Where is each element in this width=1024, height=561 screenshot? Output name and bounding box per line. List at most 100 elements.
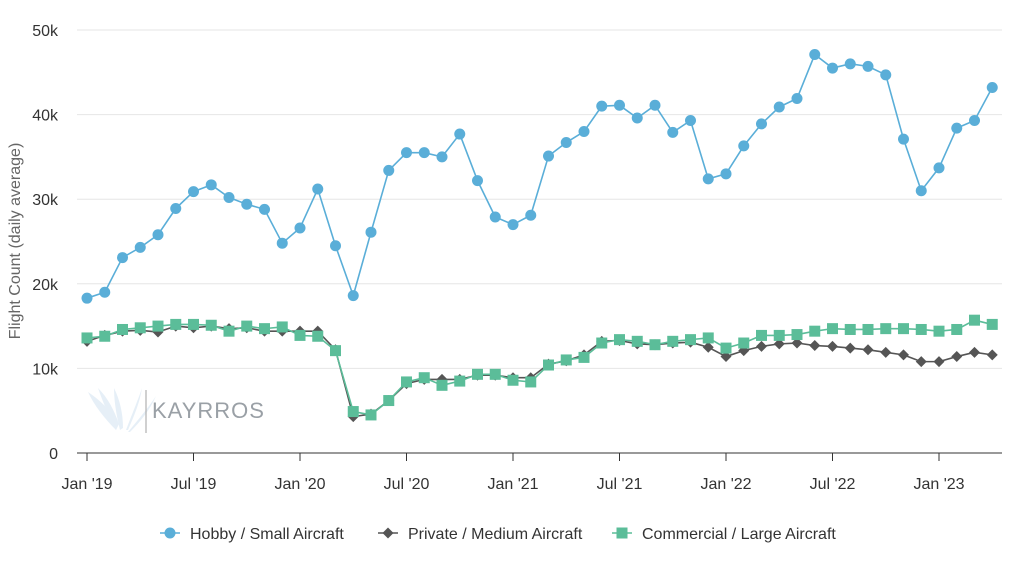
x-tick-label: Jul '22: [810, 476, 856, 493]
legend-label: Commercial / Large Aircraft: [642, 526, 836, 543]
legend: Hobby / Small Aircraft Private / Medium A…: [160, 526, 836, 543]
data-point: [205, 179, 217, 191]
data-point: [827, 340, 838, 352]
data-point: [188, 318, 199, 330]
data-point: [756, 329, 767, 341]
data-point: [241, 198, 253, 210]
data-point: [898, 349, 909, 361]
y-tick-label: 20k: [32, 277, 59, 294]
y-tick-label: 0: [49, 446, 58, 463]
data-point: [667, 335, 679, 347]
y-tick-label: 40k: [32, 108, 59, 125]
data-point: [347, 406, 359, 418]
kayrros-watermark: KAYRROS: [88, 388, 264, 433]
y-tick-label: 10k: [32, 361, 59, 378]
data-point: [773, 101, 785, 113]
data-point: [702, 332, 714, 344]
data-point: [152, 320, 164, 332]
data-point: [738, 140, 750, 152]
data-point: [134, 322, 146, 334]
legend-item[interactable]: Commercial / Large Aircraft: [612, 526, 836, 543]
data-point: [507, 219, 519, 231]
grid-lines: [77, 29, 1002, 369]
data-point: [720, 168, 732, 180]
legend-marker: [616, 527, 628, 539]
data-point: [294, 329, 306, 341]
data-point: [667, 126, 679, 138]
data-point: [862, 60, 874, 72]
data-point: [827, 62, 838, 74]
data-point: [951, 351, 963, 363]
data-point: [418, 372, 430, 384]
data-point: [933, 356, 945, 368]
data-point: [915, 323, 927, 335]
series-square: [81, 314, 998, 421]
legend-item[interactable]: Hobby / Small Aircraft: [160, 526, 344, 543]
legend-item[interactable]: Private / Medium Aircraft: [378, 526, 583, 543]
data-point: [117, 323, 128, 335]
data-point: [134, 241, 146, 253]
data-point: [454, 128, 466, 140]
data-point: [614, 99, 625, 111]
x-tick-label: Jan '21: [487, 476, 538, 493]
data-point: [773, 329, 785, 341]
data-point: [507, 374, 519, 386]
data-point: [170, 318, 182, 330]
data-point: [720, 351, 732, 363]
data-point: [383, 164, 395, 176]
data-point: [844, 323, 856, 335]
data-point: [578, 126, 590, 138]
data-point: [862, 344, 874, 356]
data-point: [951, 122, 963, 134]
data-point: [791, 337, 803, 349]
y-axis-title: Flight Count (daily average): [7, 143, 24, 340]
data-point: [152, 229, 164, 241]
data-point: [756, 118, 767, 130]
data-point: [844, 58, 856, 70]
data-point: [365, 409, 377, 421]
data-point: [454, 375, 466, 387]
data-point: [525, 209, 537, 221]
data-point: [702, 173, 714, 185]
data-point: [170, 203, 182, 215]
data-point: [276, 237, 288, 249]
data-point: [969, 314, 980, 326]
data-point: [543, 359, 554, 371]
data-point: [791, 93, 803, 105]
data-point: [489, 211, 501, 223]
data-point: [81, 292, 93, 304]
data-point: [756, 340, 767, 352]
data-point: [472, 175, 483, 187]
data-point: [418, 147, 430, 159]
x-tick-label: Jul '20: [384, 476, 430, 493]
data-point: [205, 319, 217, 331]
y-tick-label: 30k: [32, 192, 59, 209]
y-tick-label: 50k: [32, 23, 59, 40]
data-point: [401, 147, 412, 159]
data-point: [933, 162, 945, 174]
data-point: [436, 379, 448, 391]
data-point: [809, 325, 821, 337]
data-point: [738, 337, 750, 349]
data-point: [720, 342, 732, 354]
data-point: [259, 203, 270, 215]
legend-label: Private / Medium Aircraft: [408, 526, 583, 543]
data-point: [880, 323, 892, 335]
data-point: [383, 395, 395, 407]
data-point: [844, 342, 856, 354]
data-point: [560, 354, 572, 366]
series-line: [86, 53, 993, 299]
x-tick-label: Jul '21: [597, 476, 643, 493]
data-point: [330, 345, 341, 357]
data-point: [915, 185, 927, 197]
data-point: [596, 100, 608, 112]
data-point: [99, 330, 111, 342]
data-point: [933, 325, 945, 337]
series-layer: [81, 49, 998, 423]
data-point: [294, 222, 306, 234]
data-point: [330, 240, 341, 252]
data-point: [560, 137, 572, 149]
series-line: [86, 319, 993, 416]
data-point: [791, 329, 803, 341]
data-point: [969, 346, 980, 358]
